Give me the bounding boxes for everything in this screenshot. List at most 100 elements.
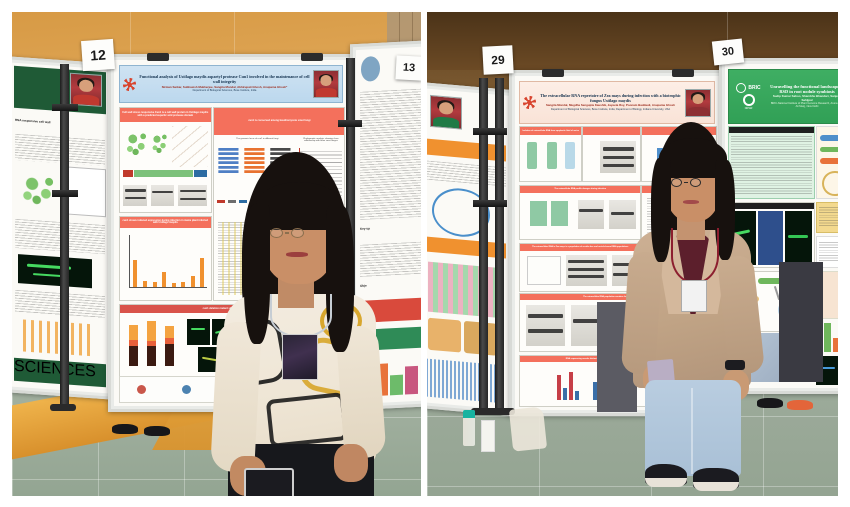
poster-29-section-8-heading: The extracellular RNA population contain…: [520, 294, 716, 300]
poster-29-section-2: [582, 126, 642, 182]
background-person-shoe: [112, 424, 138, 434]
stacked-bar-1: [128, 324, 138, 366]
board-crossbar: [473, 200, 507, 207]
jeans-seam: [691, 388, 693, 474]
poster-29-section-4: The extracellular RNA profile changes du…: [519, 184, 642, 240]
poster-30-abstract-body: [729, 133, 815, 198]
poster-12-section-2-body: [120, 228, 211, 299]
western-blot-gel-3: [178, 184, 208, 207]
hair-side-right: [326, 206, 354, 352]
bottle-cap: [463, 410, 475, 418]
poster-29-section-2-heading: [583, 127, 641, 135]
poster-29-title: The extracellular RNA repertoire of Zea …: [540, 93, 681, 103]
bric-logo-subtext: NIPGR: [744, 106, 753, 110]
line-plot: [527, 256, 561, 285]
poster-left-edge-headshot: [70, 73, 102, 108]
poster-dot-plot: [18, 319, 94, 357]
gel-image-3: [609, 200, 636, 229]
poster-13-logo-icon: [360, 55, 380, 82]
mouth: [683, 200, 699, 204]
srna-bar-chart-1: [556, 369, 579, 400]
bric-logo-text: BRIC: [748, 84, 761, 91]
tube-diagram-4: [529, 201, 547, 227]
tube-diagram-5: [551, 201, 569, 227]
flower-logo-icon: [523, 96, 537, 110]
board-clip-icon: [301, 53, 323, 61]
board-post-left-2: [495, 78, 504, 408]
board-clip-icon: [542, 69, 564, 77]
poster-30-title-bar: BRIC NIPGR Unravelling the functional la…: [727, 68, 838, 124]
wristwatch: [725, 360, 745, 370]
stacked-bar-3: [164, 325, 174, 366]
gel-image-2: [577, 200, 605, 229]
white-box: [481, 420, 495, 452]
poster-12-author-headshot: [313, 70, 340, 99]
poster-number-tag-12: 12: [80, 38, 116, 72]
presenter-right: [620, 116, 767, 496]
hand-right: [334, 444, 368, 482]
gene-track-legend: [217, 196, 295, 208]
presenter-left: [208, 144, 421, 496]
poster-12-title-bar: Functional analysis of Ustilago maydis a…: [118, 65, 344, 104]
poster-12-section-2: cun1 shows induced expression during inf…: [118, 215, 212, 301]
board-post-foot-2: [489, 408, 515, 415]
western-blot-gel-2: [150, 184, 175, 207]
poster-29-section-4-body: [520, 193, 640, 239]
background-person-shoe-2: [144, 426, 170, 436]
abstract-text: [731, 135, 812, 196]
glasses-icon: [270, 228, 304, 238]
poster-12-title: Functional analysis of Ustilago maydis a…: [139, 75, 310, 85]
poster-12-subheading-1: The genomic locus of cun1 in different f…: [236, 137, 279, 140]
poster-29-section-1-heading: Isolation of extracellular RNA from apop…: [520, 127, 582, 135]
poster-12-section-1: Cell wall stress responsive Cun1 is a ce…: [118, 106, 212, 213]
board-clip-icon: [672, 69, 694, 77]
poster-29-title-bar: The extracellular RNA repertoire of Zea …: [519, 81, 715, 125]
poster-29-section-6-body: [520, 251, 640, 291]
poster-29-section-4-heading: The extracellular RNA profile changes du…: [520, 185, 641, 194]
background-person-3: [779, 262, 823, 382]
board-crossbar: [338, 120, 362, 127]
hair-side-right: [715, 160, 735, 260]
photo-right-panel: The extracellular RNA repertoire of Zea …: [427, 12, 838, 496]
protein-structure-diagram: [123, 125, 151, 164]
chart-y-axis: [128, 235, 130, 289]
poster-12-subheading-2: Phylogenetic analysis showing close rela…: [303, 137, 339, 142]
poster-accent-band-2: [427, 236, 506, 259]
spectra-plot: [427, 358, 506, 404]
poster-right-edge-headshot: [430, 95, 462, 130]
jeans: [645, 380, 741, 476]
institute-seal-red-icon: [137, 384, 147, 394]
poster-29-section-6: The extracellular RNA in Zea mays is a p…: [519, 243, 642, 292]
chart-x-axis: [128, 287, 208, 289]
poster-30-abstract: [727, 125, 816, 199]
board-post-left: [479, 78, 488, 408]
poster-29-section-9-heading: RNA sequencing reveals distinct small RN…: [520, 355, 661, 363]
poster-29-author-headshot: [684, 88, 711, 117]
board-clip-icon: [147, 53, 169, 61]
shoe-sole-left: [645, 478, 687, 487]
poster-30-callout-2: [815, 235, 838, 269]
confocal-image-2: [757, 211, 784, 266]
confocal-image-3: [785, 211, 813, 266]
board-post-left: [60, 64, 69, 404]
lanyard: [270, 294, 332, 338]
poster-accent-band: [427, 138, 506, 162]
poster-29-section-2-body: [583, 135, 640, 181]
background-person-shoe-4: [787, 400, 813, 410]
shoe-sole-right: [693, 482, 739, 491]
board-post-foot: [471, 408, 497, 415]
poster-number-tag-13: 13: [395, 55, 421, 81]
gel-image-4: [565, 254, 607, 286]
gene-model-track: [123, 170, 208, 177]
poster-number-tag-30: 30: [711, 38, 745, 66]
water-bottle: [463, 410, 475, 446]
tube-diagram-1: [527, 141, 538, 169]
stacked-bar-2: [146, 320, 156, 366]
western-blot-gel: [123, 184, 148, 207]
mouth: [286, 252, 308, 257]
poster-29-affiliation: Department of Biological Sciences, Bose …: [550, 107, 671, 111]
gene-arrow-track-1: [218, 147, 242, 191]
lanyard: [671, 228, 719, 284]
expression-bar-chart: [132, 237, 207, 288]
